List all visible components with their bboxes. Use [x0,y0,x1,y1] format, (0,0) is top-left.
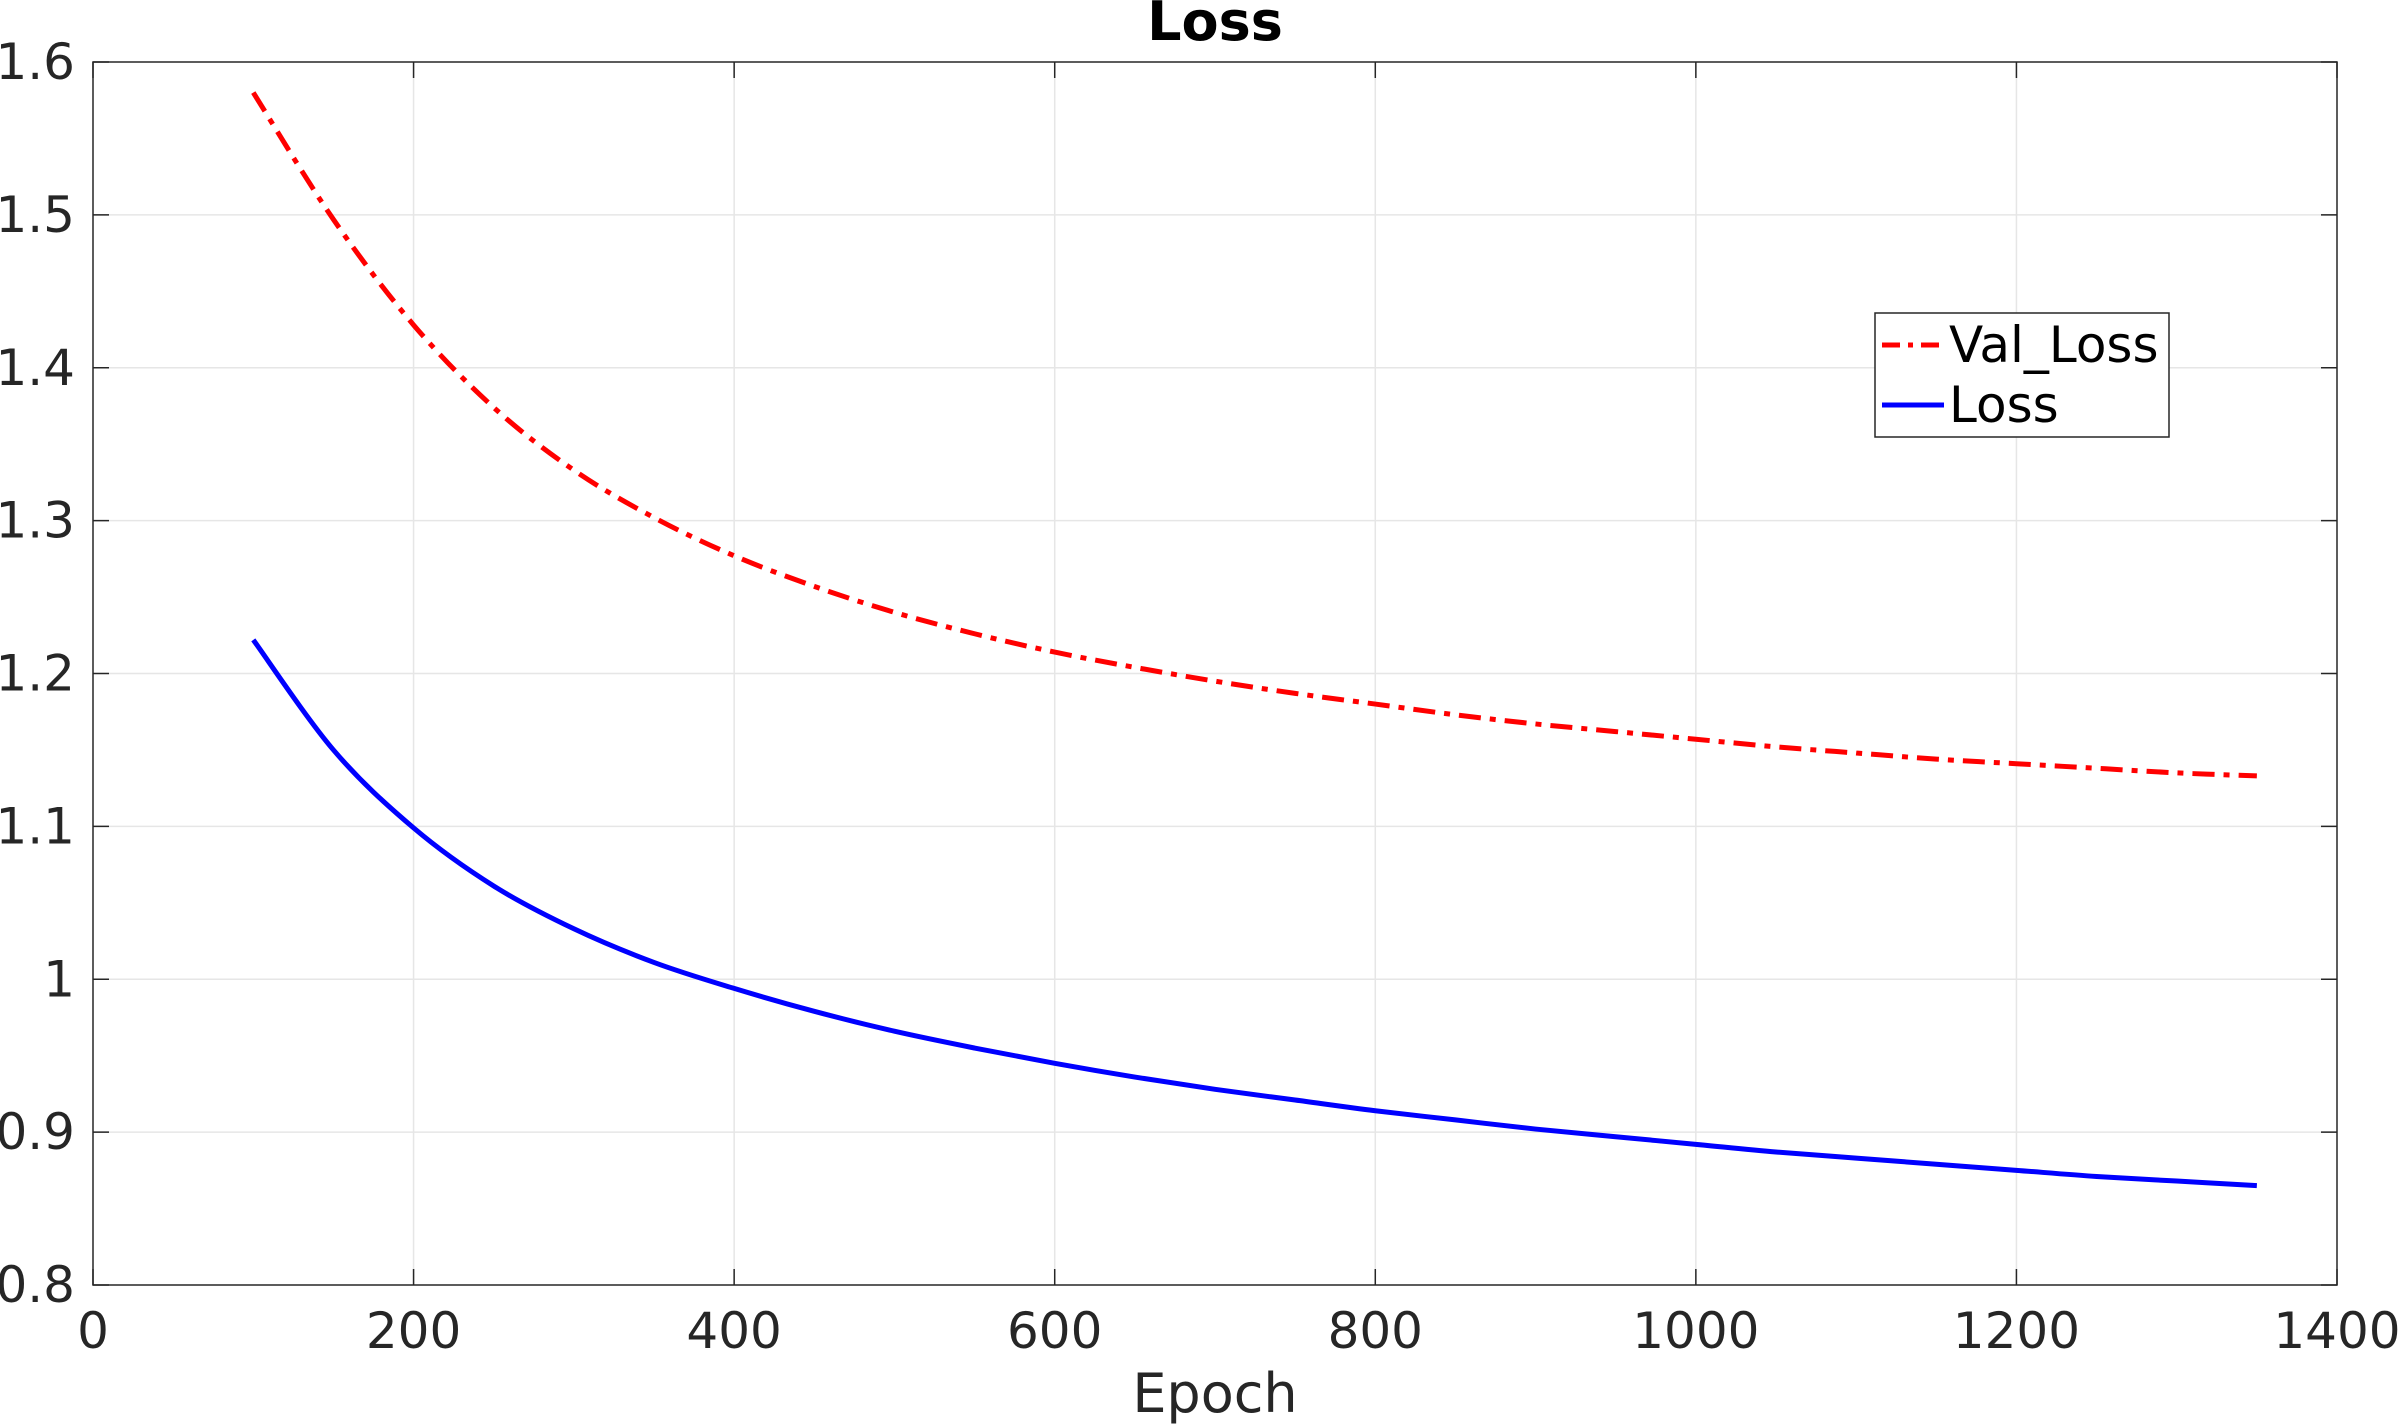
y-tick-label: 1.3 [0,492,75,550]
y-tick-labels: 0.8 0.9 1 1.1 1.2 1.3 1.4 1.5 1.6 [0,33,75,1314]
chart-title: Loss [1147,0,1283,53]
x-tick-label: 400 [686,1302,781,1360]
x-tick-label: 1200 [1953,1302,2080,1360]
y-tick-label: 1.1 [0,797,75,855]
y-tick-label: 1.5 [0,186,75,244]
legend-label-val-loss: Val_Loss [1949,316,2159,374]
axis-ticks [92,61,2338,1286]
series-line-val-loss [251,91,2257,779]
x-tick-labels: 0 200 400 600 800 1000 1200 1400 [77,1302,2399,1360]
legend-label-loss: Loss [1949,376,2059,434]
x-tick-label: 600 [1007,1302,1102,1360]
x-tick-label: 1400 [2273,1302,2399,1360]
x-axis-label: Epoch [1132,1362,1297,1425]
grid-lines [93,62,2337,1285]
x-tick-label: 1000 [1632,1302,1759,1360]
y-tick-label: 1.4 [0,339,75,397]
y-tick-label: 1.6 [0,33,75,91]
y-tick-label: 1.2 [0,645,75,703]
series-line-loss [251,638,2258,1189]
legend-box [1874,312,2170,438]
x-tick-label: 0 [77,1302,109,1360]
series-layer [251,91,2258,1189]
x-tick-label: 800 [1328,1302,1423,1360]
y-tick-label: 0.9 [0,1103,75,1161]
legend: Val_Loss Loss [1874,312,2170,438]
y-tick-label: 1 [43,950,75,1008]
x-tick-label: 200 [366,1302,461,1360]
axes-box [92,61,2338,1286]
y-tick-label: 0.8 [0,1256,75,1314]
